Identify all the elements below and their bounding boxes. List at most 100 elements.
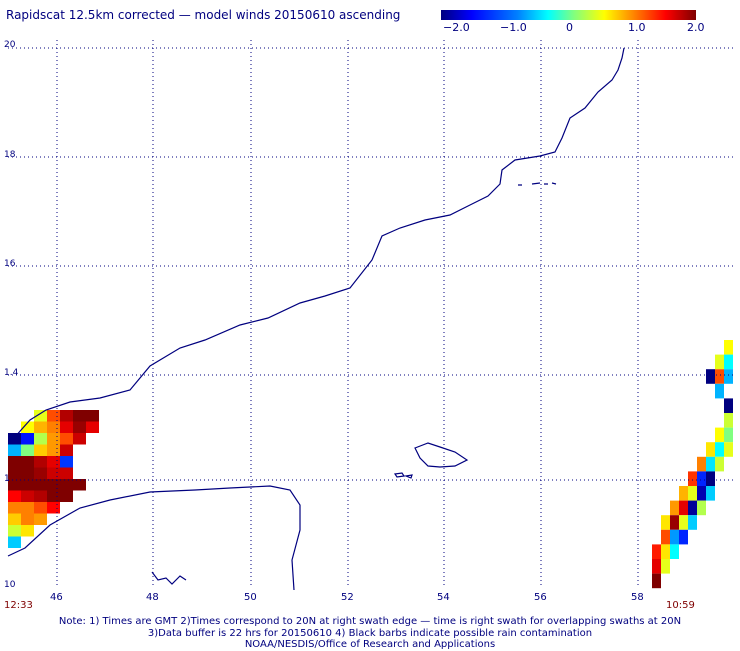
wind-cell xyxy=(706,369,715,384)
lon-label-56: 56 xyxy=(534,592,547,603)
wind-cell xyxy=(73,421,86,433)
start-time-label: 12:33 xyxy=(4,600,33,611)
wind-cell xyxy=(661,544,670,559)
wind-cell xyxy=(724,442,733,457)
wind-cell xyxy=(34,513,47,525)
kuria-muria-islands xyxy=(518,182,557,186)
colorbar xyxy=(441,10,696,20)
wind-cell xyxy=(60,490,73,502)
lon-label-58: 58 xyxy=(631,592,644,603)
wind-cell xyxy=(670,515,679,530)
wind-cell xyxy=(688,515,697,530)
wind-cell xyxy=(8,444,21,456)
wind-cell xyxy=(724,340,733,355)
wind-cell xyxy=(8,525,21,537)
wind-cell xyxy=(715,354,724,370)
lat-label-14: 1.4 xyxy=(4,368,19,378)
footnotes: Note: 1) Times are GMT 2)Times correspon… xyxy=(0,616,740,651)
wind-cell xyxy=(661,515,670,530)
wind-cell xyxy=(73,433,86,445)
coastlines xyxy=(7,47,625,591)
wind-cell xyxy=(652,559,661,574)
wind-cell xyxy=(47,456,60,468)
samhah-island xyxy=(403,474,413,479)
wind-cell xyxy=(652,573,661,589)
socotra-island xyxy=(414,442,469,468)
wind-cell xyxy=(8,536,21,548)
wind-cell xyxy=(34,502,47,514)
footnote-line: Note: 1) Times are GMT 2)Times correspon… xyxy=(58,616,682,627)
wind-cell xyxy=(60,467,73,479)
wind-cell xyxy=(661,529,670,545)
wind-cell xyxy=(697,471,706,486)
wind-cell xyxy=(670,544,679,559)
wind-cell xyxy=(86,421,99,433)
map-title: Rapidscat 12.5km corrected — model winds… xyxy=(6,8,401,22)
wind-cell xyxy=(21,433,34,445)
wind-cell xyxy=(670,500,679,516)
wind-cell xyxy=(724,413,733,428)
wind-cell xyxy=(47,490,60,502)
lon-label-54: 54 xyxy=(437,592,450,603)
abd-al-kuri-island xyxy=(393,472,406,478)
wind-cell xyxy=(21,513,34,525)
wind-cell xyxy=(34,444,47,456)
wind-cell xyxy=(86,410,99,422)
wind-cell xyxy=(661,559,670,574)
wind-cell xyxy=(697,500,706,516)
wind-cell xyxy=(697,456,706,472)
colorbar-tick-label: −1.0 xyxy=(500,21,527,34)
wind-cell xyxy=(715,369,724,384)
wind-cell xyxy=(34,490,47,502)
wind-cell xyxy=(47,444,60,456)
wind-cell xyxy=(706,486,715,501)
wind-cell xyxy=(47,421,60,433)
graticule xyxy=(8,40,736,588)
wind-cell xyxy=(715,456,724,472)
lon-label-48: 48 xyxy=(146,592,159,603)
wind-cell xyxy=(8,467,21,479)
wind-cell xyxy=(60,421,73,433)
wind-cell xyxy=(715,383,724,399)
wind-cell xyxy=(34,467,47,479)
wind-cell xyxy=(47,502,60,514)
wind-cell xyxy=(724,398,733,413)
colorbar-tick-label: 0 xyxy=(566,21,573,34)
wind-cell xyxy=(60,479,73,491)
wind-cell xyxy=(8,502,21,514)
wind-cell xyxy=(706,471,715,486)
lat-label-20: 20 xyxy=(4,40,16,50)
wind-cell xyxy=(21,490,34,502)
wind-cell xyxy=(60,410,73,422)
wind-cell xyxy=(697,486,706,501)
lon-label-50: 50 xyxy=(244,592,257,603)
wind-cell xyxy=(8,433,21,445)
wind-cell xyxy=(8,479,21,491)
wind-cell xyxy=(679,486,688,501)
colorbar-tick-label: 2.0 xyxy=(687,21,705,34)
wind-cell xyxy=(724,427,733,443)
gulf-of-aden-north-shore xyxy=(151,571,187,585)
wind-cell xyxy=(21,525,34,537)
wind-cell xyxy=(73,479,86,491)
wind-cell xyxy=(706,442,715,457)
wind-cell xyxy=(34,479,47,491)
lon-label-52: 52 xyxy=(341,592,354,603)
wind-cell xyxy=(670,529,679,545)
wind-cell xyxy=(47,467,60,479)
wind-cell xyxy=(21,444,34,456)
wind-cell xyxy=(60,433,73,445)
somali-coastline xyxy=(7,485,301,591)
wind-cell xyxy=(8,490,21,502)
wind-cell xyxy=(47,479,60,491)
wind-cell xyxy=(60,456,73,468)
wind-cell xyxy=(21,479,34,491)
lat-label-12: 1 xyxy=(4,474,10,484)
wind-cell xyxy=(688,471,697,486)
wind-cell xyxy=(34,421,47,433)
colorbar-tick-label: −2.0 xyxy=(443,21,470,34)
wind-cell xyxy=(715,427,724,443)
end-time-label: 10:59 xyxy=(666,600,695,611)
wind-cell xyxy=(688,500,697,516)
wind-cell xyxy=(8,456,21,468)
